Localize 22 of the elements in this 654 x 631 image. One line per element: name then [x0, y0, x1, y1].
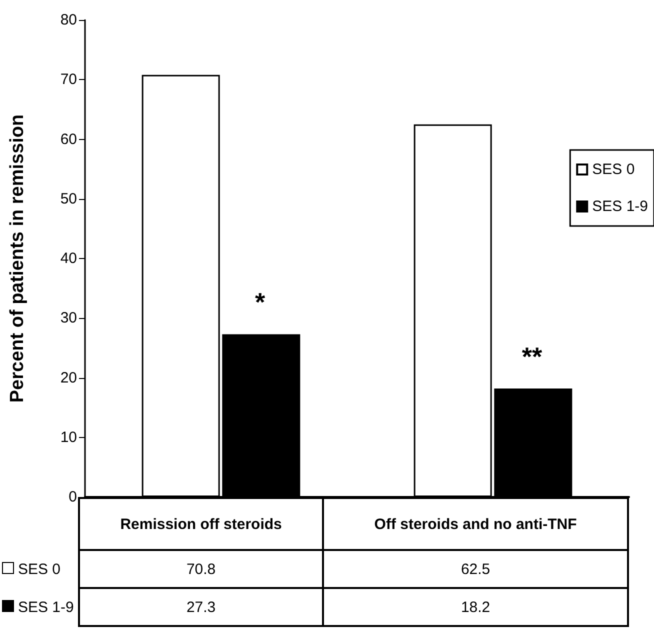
- y-tick-label: 70: [60, 71, 77, 88]
- text: SES 0: [18, 560, 61, 578]
- data-label: 62.5: [323, 550, 628, 588]
- legend-label: SES 0: [592, 161, 635, 178]
- data-label: 70.8: [79, 550, 324, 588]
- legend-label: SES 1-9: [592, 198, 648, 215]
- y-tick-label: 20: [60, 369, 77, 386]
- y-tick-label: 80: [60, 12, 77, 28]
- y-tick-label: 40: [60, 250, 77, 267]
- y-tick-label: 10: [60, 428, 77, 446]
- x-tick-label: Remission off steroids: [79, 498, 324, 550]
- text: SES 1-9: [18, 598, 74, 616]
- y-tick-label: 50: [60, 190, 77, 208]
- data-label: 27.3: [79, 588, 324, 626]
- annotation: **: [522, 341, 543, 372]
- annotation: *: [254, 287, 266, 318]
- y-axis-title: Percent of patients in remission: [7, 114, 28, 403]
- x-tick-label: Off steroids and no anti-TNF: [323, 498, 628, 550]
- y-tick-label: 60: [60, 130, 77, 148]
- data-label: 18.2: [323, 588, 628, 626]
- y-tick-label: 30: [60, 310, 77, 327]
- y-tick-label: 0: [68, 488, 77, 506]
